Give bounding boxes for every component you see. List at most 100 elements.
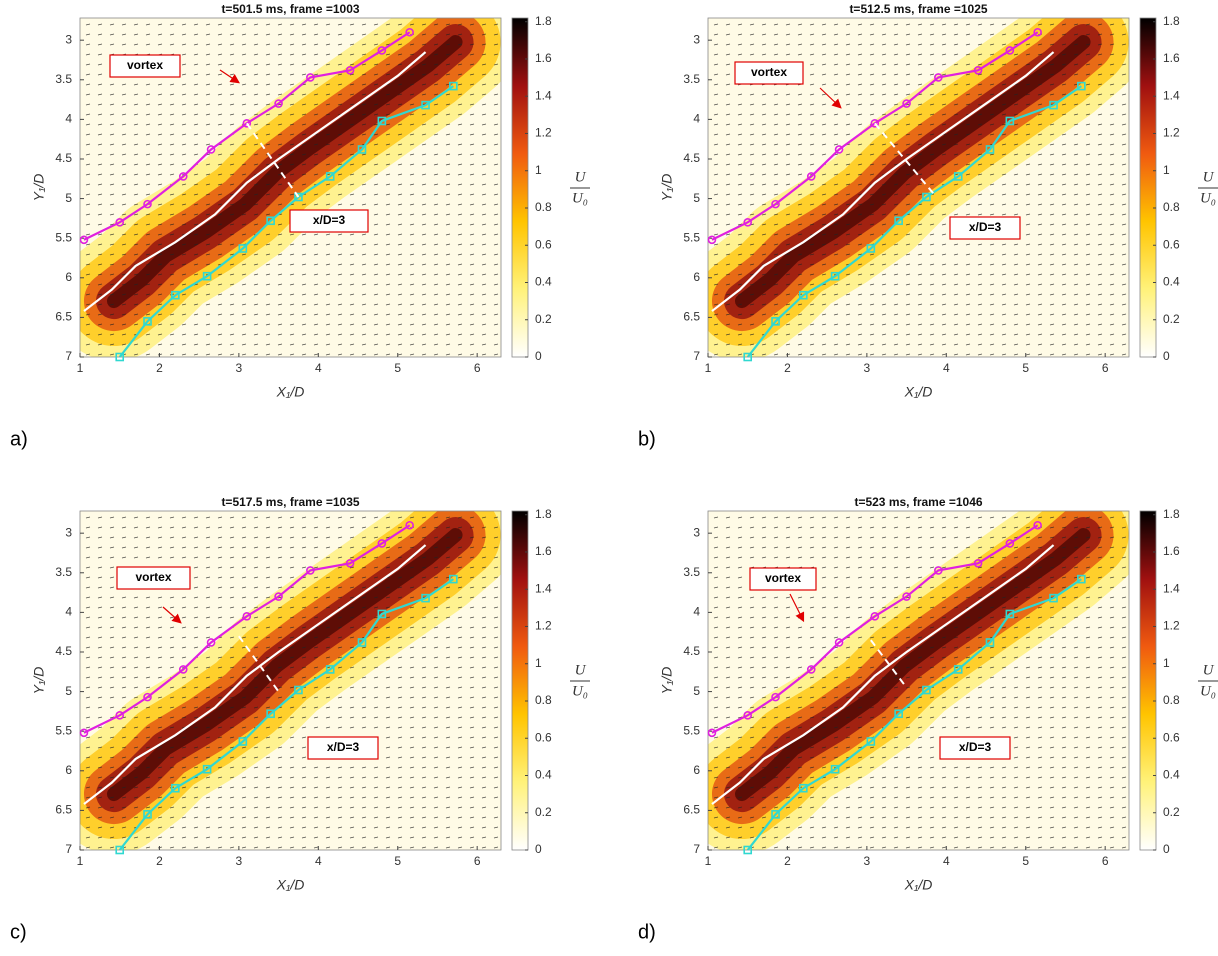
y-tick-label: 4 — [65, 112, 72, 126]
y-tick-label: 4.5 — [55, 151, 72, 165]
marker — [143, 810, 152, 819]
y-axis-label: Y₁/D — [31, 667, 47, 695]
y-tick-label: 6 — [693, 763, 700, 777]
panel-label: b) — [638, 428, 656, 450]
marker — [115, 352, 125, 362]
y-tick-label: 6.5 — [55, 310, 72, 324]
colorbar-tick-label: 0.8 — [535, 200, 552, 214]
marker — [743, 711, 753, 720]
annotation: vortex — [127, 58, 163, 72]
colorbar-tick-label: 1.6 — [1163, 51, 1180, 65]
marker — [894, 216, 903, 226]
marker — [985, 638, 995, 647]
x-tick-label: 5 — [394, 361, 401, 375]
colorbar-tick-label: 1.8 — [1163, 14, 1180, 28]
colorbar-tick-label: 0.2 — [535, 805, 552, 819]
marker — [449, 81, 458, 91]
colorbar-tick-label: 0.6 — [1163, 730, 1180, 744]
quiver-field — [708, 511, 1129, 850]
x-tick-label: 4 — [943, 361, 950, 375]
series-line — [711, 51, 1055, 312]
colorbar-label-num: U — [1203, 169, 1215, 185]
x-tick-label: 1 — [77, 361, 84, 375]
colorbar-tick-label: 0.4 — [1163, 275, 1180, 289]
y-tick-label: 6.5 — [683, 310, 700, 324]
marker — [115, 845, 125, 855]
marker — [771, 317, 780, 326]
colorbar-label-den: U₀ — [572, 190, 588, 206]
x-tick-label: 2 — [784, 854, 791, 868]
marker — [922, 685, 931, 695]
x-tick-label: 4 — [943, 854, 950, 868]
annotation: x/D=3 — [969, 220, 1002, 234]
y-tick-label: 4 — [65, 605, 72, 619]
panel: 1 2 3 4 5 6 3 3.5 4 4.5 5 5.5 6 6.5 7 t=501.5 ms, frame… — [10, 2, 590, 450]
y-tick-label: 6 — [65, 763, 72, 777]
field — [708, 18, 1129, 357]
colorbar — [1139, 510, 1157, 851]
x-tick-label: 5 — [394, 854, 401, 868]
series-line — [746, 85, 1082, 358]
colorbar-tick-label: 1.6 — [1163, 544, 1180, 558]
marker — [405, 27, 414, 37]
marker — [830, 271, 840, 281]
colorbar-tick-label: 0.2 — [535, 312, 552, 326]
y-tick-label: 5 — [693, 684, 700, 698]
colorbar-tick-label: 0.8 — [1163, 693, 1180, 707]
marker — [1005, 116, 1015, 126]
marker — [306, 566, 315, 575]
colorbar-label-num: U — [1203, 662, 1215, 678]
marker — [242, 119, 252, 128]
marker — [325, 172, 335, 181]
marker — [178, 665, 188, 674]
y-tick-label: 7 — [65, 349, 72, 363]
x-tick-label: 6 — [474, 361, 481, 375]
marker — [143, 199, 152, 209]
y-tick-label: 5 — [65, 191, 72, 205]
colorbar-tick-label: 1.6 — [535, 51, 552, 65]
y-tick-label: 3 — [65, 32, 72, 46]
y-tick-label: 7 — [693, 842, 700, 856]
y-tick-label: 7 — [65, 842, 72, 856]
colorbar-tick-label: 0.2 — [1163, 805, 1180, 819]
colorbar-tick-label: 1.2 — [1163, 619, 1180, 633]
marker — [143, 692, 152, 702]
marker — [866, 737, 876, 746]
marker — [266, 216, 275, 226]
colorbar-tick-label: 0.6 — [535, 730, 552, 744]
series-line — [746, 578, 1082, 851]
colorbar-tick-label: 1 — [1163, 163, 1170, 177]
panel: 1 2 3 4 5 6 3 3.5 4 4.5 5 5.5 6 6.5 7 t=512.5 ms, frame… — [638, 2, 1218, 450]
marker — [238, 244, 248, 253]
marker — [799, 290, 808, 300]
marker — [1077, 574, 1086, 584]
colorbar-tick-label: 0.2 — [1163, 312, 1180, 326]
colorbar-tick-label: 0 — [535, 842, 542, 856]
colorbar-label-den: U₀ — [1200, 190, 1216, 206]
y-tick-label: 6 — [693, 270, 700, 284]
annotation: vortex — [135, 570, 171, 584]
annotation-arrow — [219, 69, 240, 84]
y-tick-label: 3.5 — [55, 72, 72, 86]
marker — [973, 558, 983, 568]
marker — [421, 593, 430, 603]
colorbar-tick-label: 1.4 — [535, 88, 552, 102]
series-line — [874, 122, 936, 196]
x-tick-label: 5 — [1022, 854, 1029, 868]
annotation-box — [116, 566, 191, 590]
y-tick-label: 5.5 — [683, 723, 700, 737]
marker — [973, 65, 983, 75]
colorbar-tick-label: 1 — [535, 656, 542, 670]
marker — [1077, 81, 1086, 91]
colorbar-tick-label: 1.2 — [1163, 126, 1180, 140]
annotation: x/D=3 — [327, 740, 360, 754]
chart-title: t=517.5 ms, frame =1035 — [221, 495, 359, 509]
marker — [830, 764, 840, 774]
y-axis-label: Y₁/D — [659, 667, 675, 695]
colorbar-label-den: U₀ — [572, 683, 588, 699]
marker — [902, 99, 911, 108]
plot-frame — [79, 17, 502, 358]
y-tick-label: 5 — [65, 684, 72, 698]
colorbar-tick-label: 0 — [535, 349, 542, 363]
